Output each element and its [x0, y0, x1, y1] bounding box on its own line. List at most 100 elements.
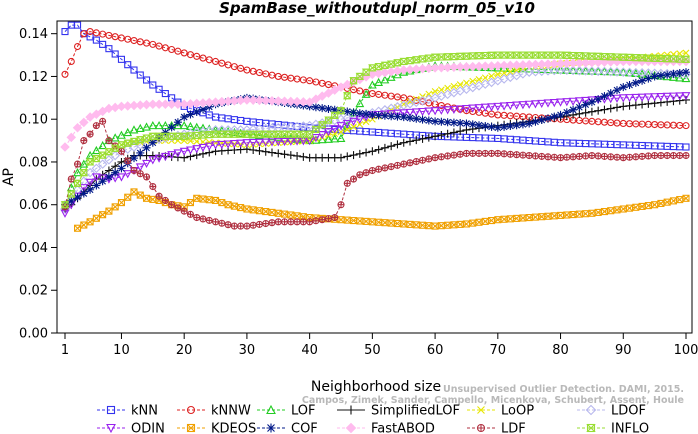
data-point	[312, 217, 320, 225]
data-point	[562, 65, 572, 76]
data-point	[218, 199, 226, 207]
data-point	[91, 173, 101, 182]
data-point	[311, 134, 321, 143]
data-point	[412, 136, 421, 145]
legend-item-fastabod: FastABOD	[337, 422, 435, 434]
data-point	[437, 117, 446, 126]
data-point	[481, 149, 489, 157]
data-point	[73, 193, 82, 202]
data-point	[456, 119, 465, 128]
data-point	[268, 148, 276, 157]
data-point	[625, 81, 634, 89]
data-point	[493, 123, 502, 132]
data-point	[431, 132, 440, 141]
data-point	[380, 61, 390, 69]
data-point	[468, 120, 477, 129]
y-tick-label: 0.14	[19, 27, 48, 42]
data-point	[406, 137, 414, 146]
data-point	[331, 130, 339, 138]
data-point	[154, 120, 164, 130]
data-point	[117, 147, 126, 155]
data-point	[324, 116, 333, 124]
data-point	[255, 220, 264, 228]
data-point	[130, 188, 138, 196]
data-point	[211, 57, 220, 66]
data-point	[343, 107, 352, 116]
data-point	[130, 66, 138, 74]
data-point	[594, 106, 603, 115]
data-point	[261, 138, 271, 147]
data-point	[506, 150, 514, 158]
data-point	[594, 95, 603, 104]
x-tick-label: 20	[176, 343, 193, 358]
data-point	[400, 160, 408, 168]
x-tick-label: 90	[615, 343, 632, 358]
data-point	[399, 138, 408, 147]
data-point	[254, 95, 265, 106]
data-point	[361, 68, 371, 76]
data-point	[537, 99, 547, 109]
data-point	[374, 111, 383, 120]
x-tick-label: 10	[113, 343, 130, 358]
data-point	[204, 142, 214, 151]
data-point	[613, 103, 621, 112]
data-point	[186, 51, 195, 59]
data-point	[248, 138, 258, 148]
data-point	[518, 101, 528, 110]
legend-label: LDOF	[611, 404, 646, 419]
data-point	[161, 90, 169, 98]
data-point	[663, 152, 671, 160]
data-point	[324, 104, 333, 113]
data-point	[462, 149, 471, 157]
data-point	[167, 123, 176, 132]
chart-title: SpamBase_withoutdupl_norm_05_v10	[219, 0, 535, 17]
data-point	[260, 95, 271, 106]
data-point	[205, 138, 213, 146]
series-inflo	[60, 51, 691, 209]
data-point	[273, 138, 283, 147]
data-point	[99, 117, 107, 125]
data-point	[280, 218, 289, 226]
data-point	[462, 104, 471, 114]
data-point	[205, 216, 213, 224]
legend-label: LDF	[501, 422, 526, 434]
data-point	[493, 102, 503, 112]
y-tick-label: 0.06	[19, 198, 48, 213]
data-point	[499, 102, 509, 111]
data-point	[480, 103, 490, 112]
data-point	[349, 175, 358, 183]
data-point	[650, 72, 659, 81]
data-point	[418, 115, 427, 124]
data-point	[173, 118, 182, 127]
data-point	[98, 177, 107, 186]
data-point	[135, 163, 145, 172]
data-point	[462, 119, 471, 128]
data-point	[513, 151, 521, 159]
data-point	[449, 105, 459, 115]
data-point	[651, 201, 659, 209]
data-point	[612, 67, 622, 77]
y-axis: 0.00 0.02 0.04 0.06 0.08 0.10 0.12 0.14	[19, 27, 57, 342]
data-point	[223, 140, 233, 149]
data-point	[431, 88, 439, 95]
data-point	[311, 103, 320, 112]
data-point	[79, 184, 89, 193]
data-point	[92, 122, 100, 130]
legend-label: INFLO	[611, 422, 649, 434]
data-point	[193, 138, 201, 145]
data-point	[192, 107, 201, 116]
data-point	[676, 152, 684, 160]
data-point	[97, 106, 108, 117]
data-point	[437, 153, 445, 161]
data-point	[644, 152, 652, 160]
data-point	[355, 149, 364, 158]
data-point	[444, 152, 452, 160]
data-point	[631, 93, 641, 103]
data-point	[644, 74, 653, 83]
data-point	[155, 192, 163, 200]
legend-item-loop: LoOP	[467, 404, 534, 419]
data-point	[437, 86, 445, 94]
data-point	[399, 109, 409, 118]
data-point	[625, 153, 634, 161]
data-point	[519, 151, 527, 159]
